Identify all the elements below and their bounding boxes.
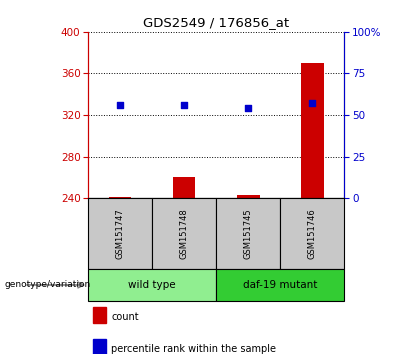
Point [245, 105, 252, 111]
Text: GSM151747: GSM151747 [116, 208, 125, 259]
Bar [93, 339, 106, 354]
Text: GSM151745: GSM151745 [244, 208, 253, 259]
Point [181, 102, 188, 108]
Bar [216, 269, 344, 301]
Point [117, 102, 123, 108]
Text: count: count [111, 312, 139, 322]
Bar [216, 198, 281, 269]
Text: daf-19 mutant: daf-19 mutant [243, 280, 318, 290]
Point [309, 101, 316, 106]
Title: GDS2549 / 176856_at: GDS2549 / 176856_at [143, 16, 289, 29]
Bar [93, 307, 106, 323]
Bar [301, 63, 323, 198]
Text: percentile rank within the sample: percentile rank within the sample [111, 344, 276, 354]
Bar [88, 198, 152, 269]
Text: GSM151748: GSM151748 [180, 208, 189, 259]
Bar [173, 177, 195, 198]
Bar [88, 269, 216, 301]
Text: genotype/variation: genotype/variation [4, 280, 90, 290]
Bar [152, 198, 216, 269]
Bar [237, 195, 260, 198]
Text: wild type: wild type [129, 280, 176, 290]
Bar [109, 197, 131, 198]
Text: GSM151746: GSM151746 [308, 208, 317, 259]
Bar [281, 198, 344, 269]
